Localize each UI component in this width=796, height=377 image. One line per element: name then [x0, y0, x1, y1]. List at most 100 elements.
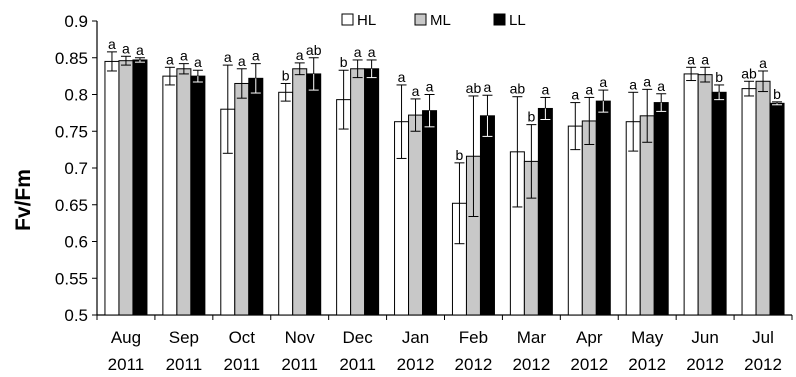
x-tick-label-month: Sep	[169, 328, 199, 347]
significance-letter: a	[398, 69, 406, 85]
bar-ml	[234, 82, 250, 316]
significance-letter: ab	[741, 65, 757, 81]
legend-label-ml: ML	[430, 12, 451, 29]
legend: HL ML LL	[341, 12, 526, 29]
x-tick-label-month: Feb	[459, 328, 488, 347]
bar-ll	[479, 115, 495, 316]
x-tick-label-year: 2011	[224, 355, 261, 374]
significance-letter: a	[252, 48, 260, 64]
significance-letter: a	[122, 40, 130, 56]
significance-letter: a	[296, 47, 304, 63]
x-tick-label-year: 2012	[628, 355, 666, 374]
significance-letter: a	[571, 87, 579, 103]
y-tick-label: 0.7	[64, 159, 88, 178]
y-axis-label: Fv/Fm	[12, 169, 35, 231]
bar-ll	[306, 73, 322, 316]
significance-letter: a	[368, 44, 376, 60]
significance-letter: a	[224, 49, 232, 65]
bar-ll	[595, 100, 611, 316]
bar-ll	[769, 102, 785, 316]
x-tick-label-month: Apr	[576, 328, 603, 347]
significance-letter: a	[599, 74, 607, 90]
significance-letter: b	[340, 54, 348, 70]
x-tick-label-month: Mar	[517, 328, 547, 347]
bar-hl	[278, 91, 294, 316]
significance-letter: a	[354, 44, 362, 60]
bar-hl	[104, 60, 120, 316]
bar-hl	[741, 88, 757, 316]
bar-hl	[162, 75, 178, 316]
bar-ml	[176, 68, 192, 316]
bar-ml	[292, 68, 308, 316]
legend-swatch-ll	[493, 13, 506, 26]
significance-letter: a	[238, 53, 246, 69]
bar-ml	[350, 68, 366, 316]
x-tick-label-month: Jan	[402, 328, 429, 347]
y-tick-label: 0.5	[64, 306, 88, 325]
bar-ll	[248, 77, 264, 316]
bar-ml	[755, 80, 771, 316]
bar-hl	[683, 73, 699, 316]
significance-letter: b	[773, 86, 781, 102]
significance-letter: a	[194, 54, 202, 70]
x-tick-label-month: Jun	[691, 328, 718, 347]
significance-letter: b	[282, 67, 290, 83]
y-tick-label: 0.75	[55, 122, 88, 141]
significance-letter: a	[541, 81, 549, 97]
x-tick-label-month: Oct	[229, 328, 256, 347]
x-tick-label-month: Dec	[343, 328, 374, 347]
legend-swatch-ml	[414, 13, 427, 26]
significance-letter: b	[715, 69, 723, 85]
x-tick-label-year: 2011	[166, 355, 203, 374]
significance-letter: a	[701, 51, 709, 67]
legend-swatch-hl	[341, 13, 354, 26]
significance-letter: a	[136, 42, 144, 58]
significance-letter: ab	[306, 42, 322, 58]
bar-ll	[422, 110, 438, 316]
y-tick-label: 0.6	[64, 233, 88, 252]
bar-ll	[537, 107, 553, 316]
bar-ll	[132, 59, 148, 316]
x-tick-label-year: 2012	[570, 355, 608, 374]
bar-hl	[336, 99, 352, 316]
x-tick-label-month: May	[631, 328, 664, 347]
significance-letter: a	[412, 83, 420, 99]
bar-ll	[711, 91, 727, 316]
x-tick-label-year: 2011	[281, 355, 318, 374]
x-tick-label-year: 2012	[744, 355, 782, 374]
significance-letter: a	[484, 79, 492, 95]
x-tick-label-month: Jul	[752, 328, 774, 347]
significance-letter: a	[108, 36, 116, 52]
x-tick-label-year: 2012	[686, 355, 724, 374]
bar-ll	[190, 75, 206, 316]
legend-label-ll: LL	[509, 12, 526, 29]
x-tick-label-year: 2011	[108, 355, 145, 374]
significance-letter: ab	[466, 80, 482, 96]
y-tick-label: 0.85	[55, 49, 88, 68]
labels: Aug 2011 Sep 2011 Oct 2011 Nov 2011 Dec 2011 Jan 20…	[108, 36, 782, 374]
axes: 0.5 0.55 0.6 0.65 0.7 0.75 0.8 0.85 0.9	[55, 12, 793, 325]
x-tick-label-year: 2012	[397, 355, 435, 374]
legend-label-hl: HL	[357, 12, 376, 29]
bar-ml	[697, 74, 713, 316]
bar-ml	[581, 120, 597, 316]
y-tick-label: 0.55	[55, 269, 88, 288]
y-tick-label: 0.9	[64, 12, 88, 31]
bar-ml	[408, 114, 424, 316]
x-tick-label-month: Aug	[111, 328, 141, 347]
significance-letter: a	[687, 51, 695, 67]
bar-ml	[639, 115, 655, 316]
significance-letter: a	[426, 79, 434, 95]
significance-letter: ab	[510, 81, 526, 97]
significance-letter: a	[180, 48, 188, 64]
significance-letter: a	[759, 55, 767, 71]
x-tick-label-year: 2011	[339, 355, 376, 374]
y-tick-label: 0.8	[64, 86, 88, 105]
bar-ml	[118, 60, 134, 316]
x-tick-label-year: 2012	[455, 355, 493, 374]
bar-hl	[567, 125, 583, 316]
bars	[104, 51, 785, 316]
significance-letter: a	[166, 51, 174, 67]
significance-letter: a	[643, 73, 651, 89]
